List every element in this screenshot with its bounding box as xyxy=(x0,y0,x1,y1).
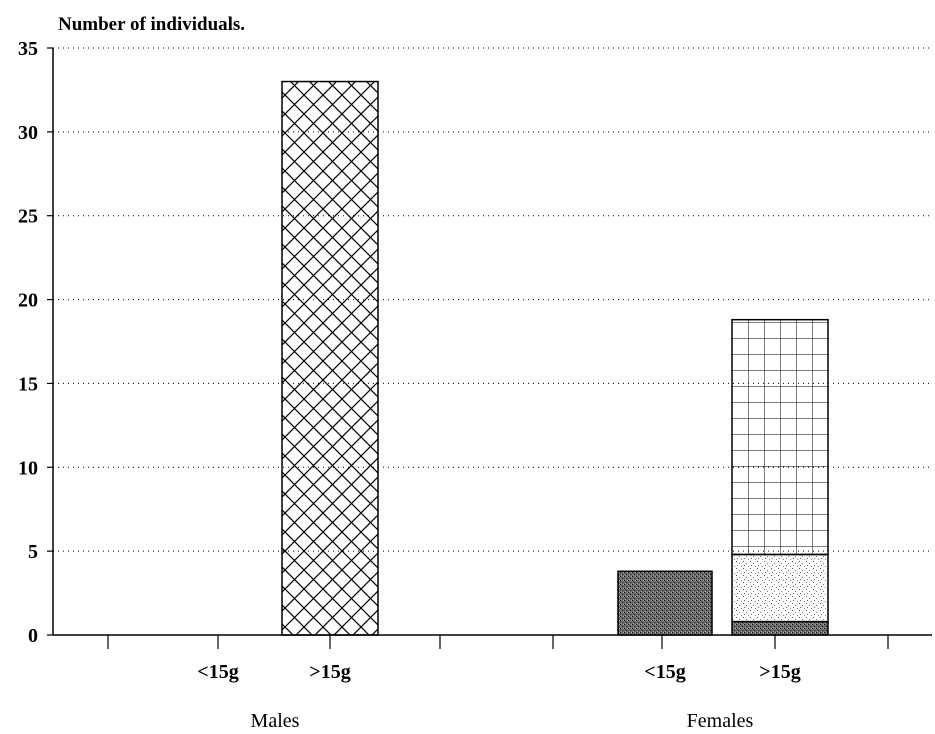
y-tick-label: 0 xyxy=(28,625,38,647)
y-tick-label: 30 xyxy=(18,122,38,144)
axis-labels: 0 5 10 15 20 25 30 35 <15g >15g Males <15g >15g Femal… xyxy=(18,38,801,732)
bar-females-gt15g-segment-2 xyxy=(731,318,829,556)
y-axis-title: Number of individuals. xyxy=(58,14,246,35)
x-group-label: Females xyxy=(687,710,754,732)
bar-females-gt15g-segment-1 xyxy=(731,553,829,623)
y-tick-label: 15 xyxy=(18,373,38,395)
y-tick-label: 20 xyxy=(18,290,38,312)
x-group-label: Males xyxy=(251,710,300,732)
y-tick-label: 5 xyxy=(28,541,38,563)
bar-females-gt15g-segment-0 xyxy=(731,620,829,636)
x-category-label: <15g xyxy=(197,661,238,683)
y-tick-label: 10 xyxy=(18,457,38,479)
bars xyxy=(281,80,829,636)
x-category-label: >15g xyxy=(759,661,800,683)
y-tick-label: 25 xyxy=(18,206,38,228)
bar-males-gt15g-segment-0 xyxy=(281,80,379,636)
x-category-label: <15g xyxy=(644,661,685,683)
bar-females-lt15g-segment-0 xyxy=(617,570,713,636)
y-tick-label: 35 xyxy=(18,38,38,60)
x-category-label: >15g xyxy=(309,661,350,683)
